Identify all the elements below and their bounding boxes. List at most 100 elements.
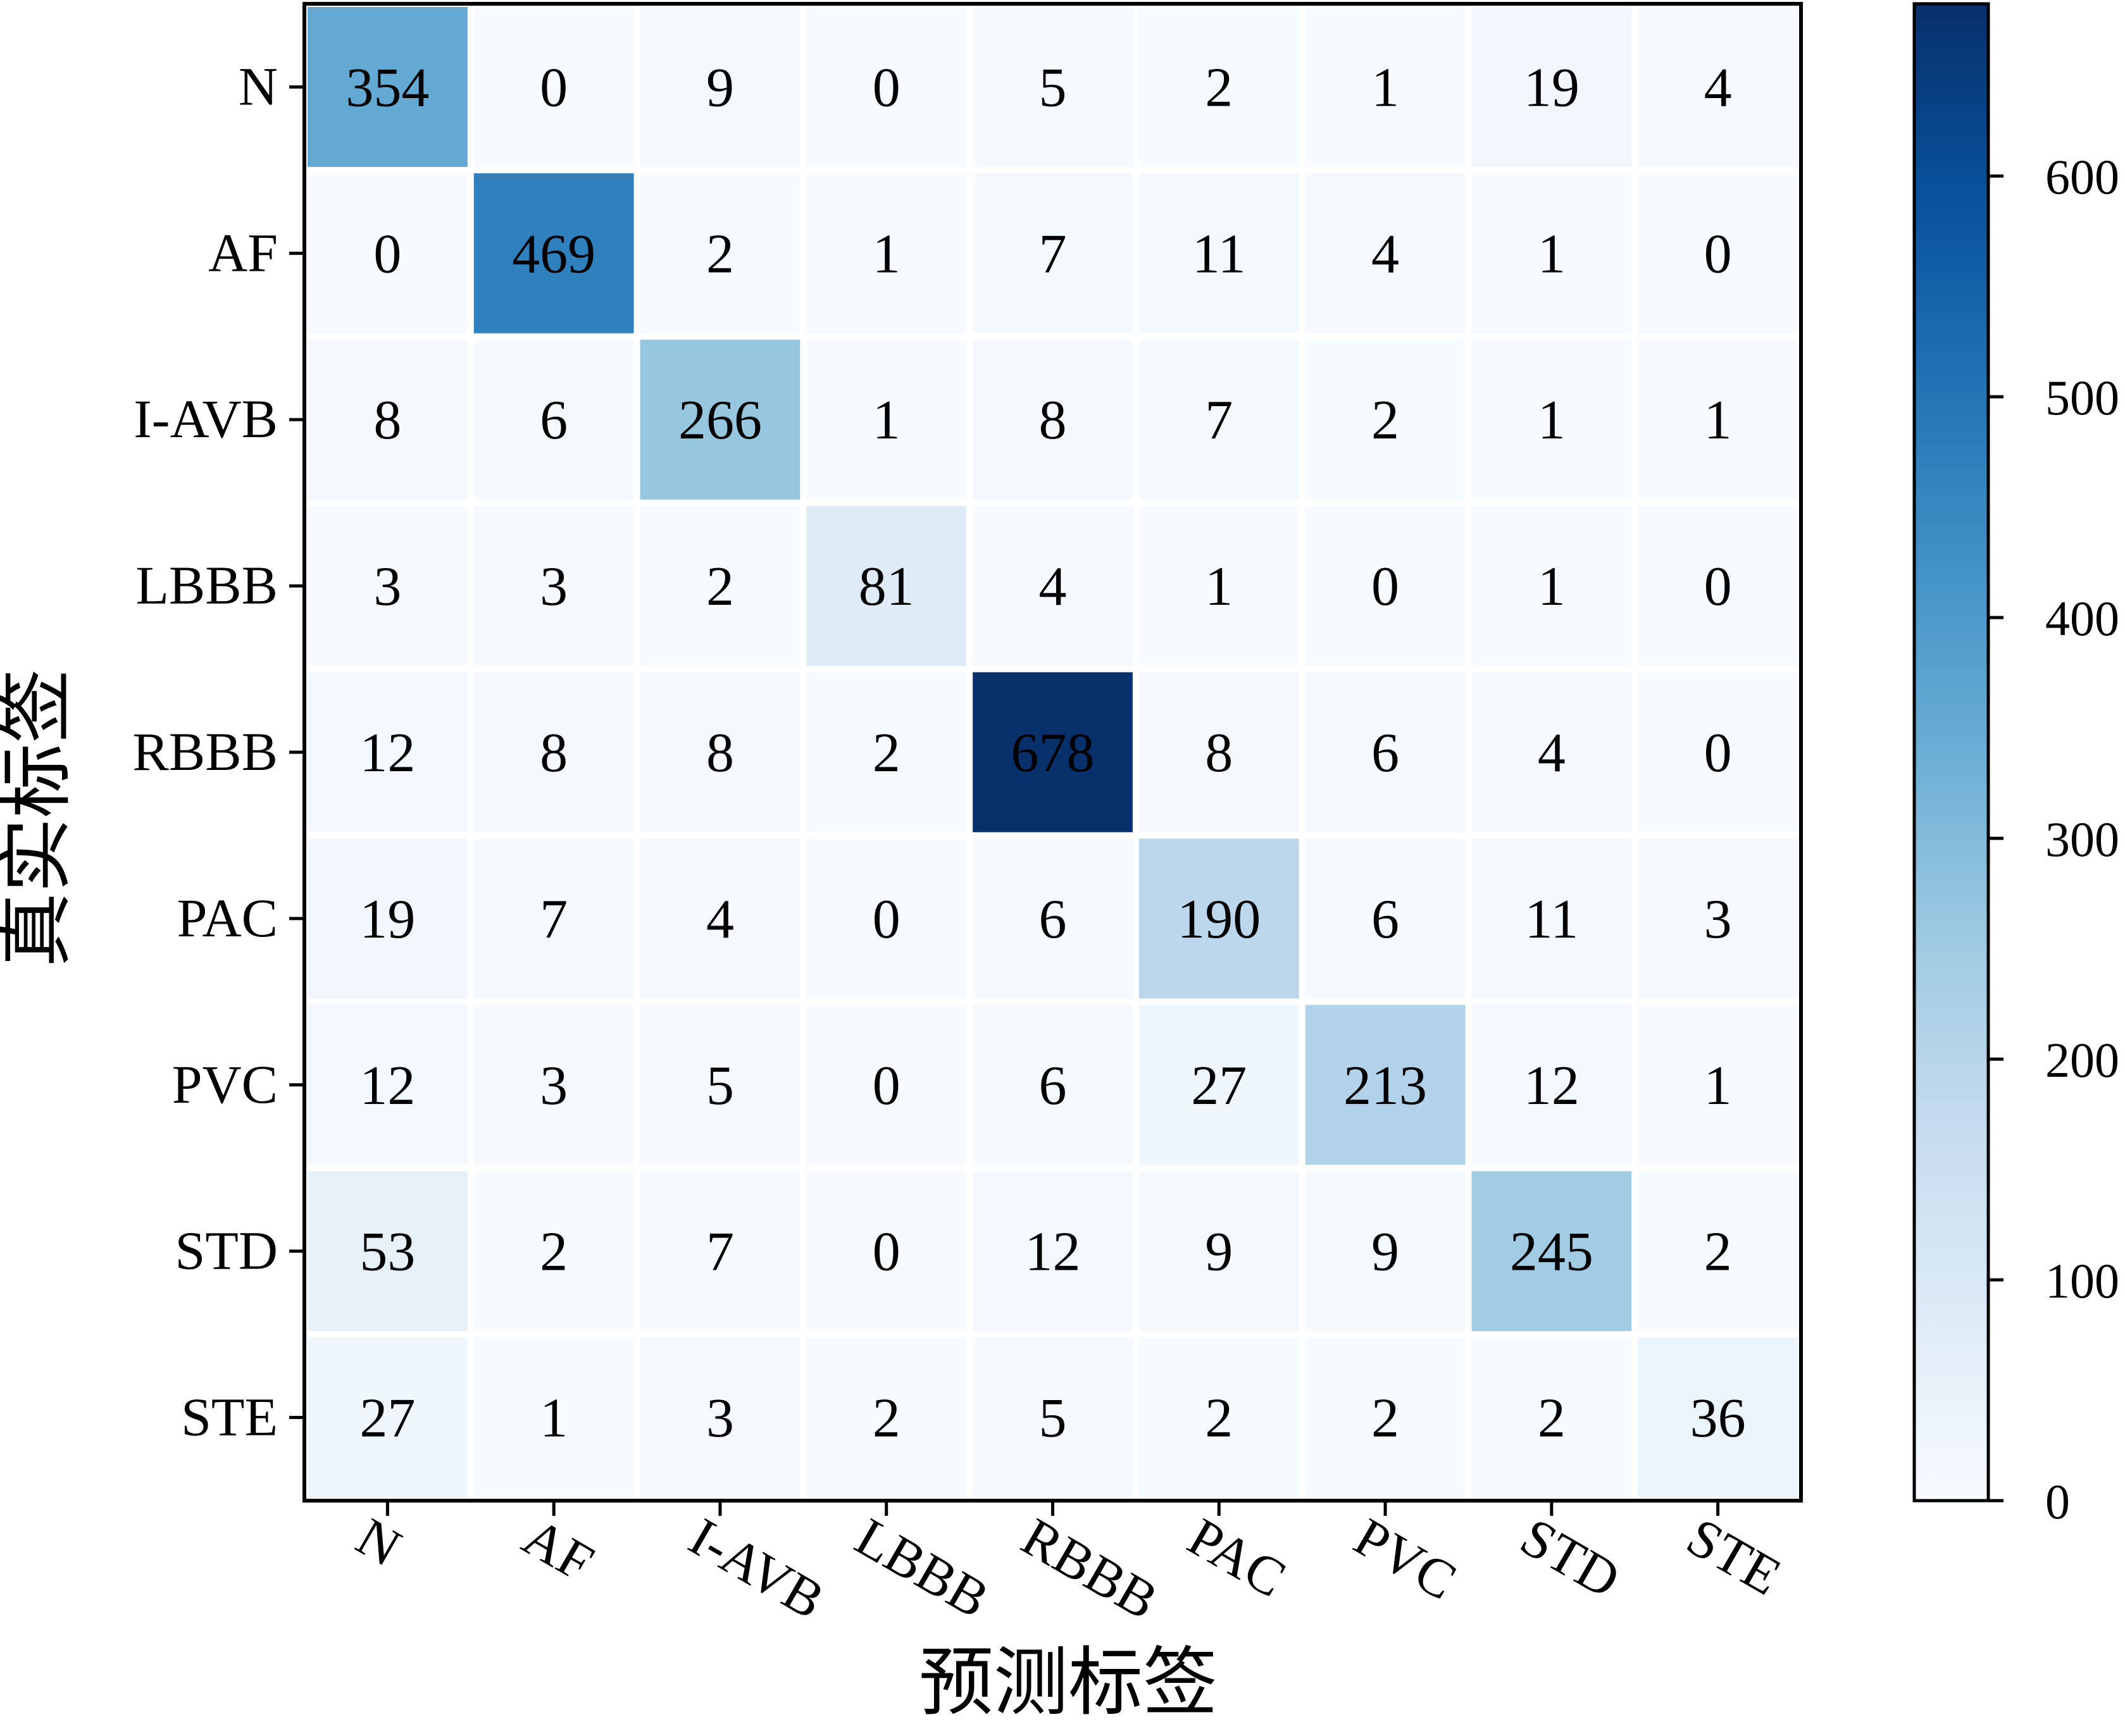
cell-value-label: 5 xyxy=(706,1055,734,1117)
cell-value-label: 8 xyxy=(1205,722,1233,784)
heatmap-cell xyxy=(640,7,801,167)
heatmap-cell xyxy=(1305,1005,1466,1165)
cell-value-label: 81 xyxy=(859,556,914,617)
heatmap-cell xyxy=(640,505,801,666)
heatmap-cell xyxy=(473,7,634,167)
heatmap-cell xyxy=(640,1005,801,1165)
cell-value-label: 9 xyxy=(1371,1222,1399,1283)
heatmap-cell xyxy=(308,672,468,833)
heatmap-cell xyxy=(806,339,967,500)
heatmap-cell xyxy=(806,838,967,999)
cell-value-label: 354 xyxy=(346,57,429,118)
cell-value-label: 9 xyxy=(1205,1222,1233,1283)
cell-value-label: 36 xyxy=(1690,1388,1746,1449)
heatmap-cell xyxy=(1471,1337,1632,1497)
heatmap-cell xyxy=(308,173,468,333)
y-axis-label: 真实标签 xyxy=(0,669,78,967)
heatmap-cell xyxy=(806,1337,967,1497)
heatmap-cell xyxy=(973,7,1133,167)
cell-value-label: 1 xyxy=(1205,556,1233,617)
cell-value-label: 8 xyxy=(373,390,401,451)
y-tick-label: PVC xyxy=(172,1054,278,1115)
cell-value-label: 3 xyxy=(1704,889,1732,950)
cell-value-label: 12 xyxy=(1025,1222,1081,1283)
heatmap-cell xyxy=(640,173,801,333)
cell-value-label: 1 xyxy=(1704,390,1732,451)
heatmap-cell xyxy=(1471,838,1632,999)
x-tick-label: STE xyxy=(1677,1506,1791,1607)
cell-value-label: 5 xyxy=(1039,1388,1067,1449)
heatmap-cell xyxy=(1138,339,1299,500)
heatmap-cell xyxy=(473,505,634,666)
y-tick-label: PAC xyxy=(177,888,278,948)
heatmap-cell xyxy=(473,1171,634,1332)
cell-value-label: 12 xyxy=(359,722,415,784)
cell-value-label: 2 xyxy=(1205,1388,1233,1449)
cell-value-label: 19 xyxy=(359,889,415,950)
heatmap-cell xyxy=(1638,672,1798,833)
heatmap-cell xyxy=(1305,1337,1466,1497)
colorbar-tick-label: 100 xyxy=(2045,1253,2119,1308)
colorbar-tick-label: 500 xyxy=(2045,370,2119,425)
x-tick-label: RBBB xyxy=(1012,1506,1168,1631)
heatmap-cell xyxy=(1471,173,1632,333)
cell-value-label: 190 xyxy=(1177,889,1261,950)
cell-value-label: 0 xyxy=(873,889,900,950)
heatmap-cell xyxy=(1305,838,1466,999)
heatmap-cell xyxy=(1638,1337,1798,1497)
cell-value-label: 7 xyxy=(540,889,568,950)
heatmap-cell xyxy=(308,838,468,999)
cell-value-label: 2 xyxy=(1205,57,1233,118)
heatmap-cell xyxy=(473,1005,634,1165)
heatmap-cell xyxy=(308,7,468,167)
cell-value-label: 245 xyxy=(1510,1222,1593,1283)
heatmap-cell xyxy=(1305,173,1466,333)
cell-value-label: 6 xyxy=(1039,889,1067,950)
heatmap-cell xyxy=(473,339,634,500)
cell-value-label: 19 xyxy=(1524,57,1580,118)
cell-value-label: 469 xyxy=(512,223,595,285)
cell-value-label: 213 xyxy=(1343,1055,1427,1117)
cell-value-label: 4 xyxy=(1371,223,1399,285)
cell-value-label: 9 xyxy=(706,57,734,118)
heatmap-cell xyxy=(640,339,801,500)
heatmap-cell xyxy=(1638,173,1798,333)
cell-value-label: 8 xyxy=(706,722,734,784)
heatmap-cell xyxy=(1305,7,1466,167)
heatmap-cell xyxy=(973,505,1133,666)
heatmap-cell xyxy=(973,1171,1133,1332)
heatmap-cell xyxy=(1638,1171,1798,1332)
y-tick-label: LBBB xyxy=(135,555,278,616)
y-tick-label: AF xyxy=(208,222,278,283)
y-tick-label: I-AVB xyxy=(134,388,278,449)
heatmap-cell xyxy=(1138,1337,1299,1497)
heatmap-cell xyxy=(1305,505,1466,666)
cell-value-label: 1 xyxy=(873,223,900,285)
cell-value-label: 4 xyxy=(1538,722,1566,784)
cell-value-label: 1 xyxy=(873,390,900,451)
cell-value-label: 6 xyxy=(1039,1055,1067,1117)
heatmap-cell xyxy=(1305,672,1466,833)
cell-value-label: 1 xyxy=(1371,57,1399,118)
cell-value-label: 3 xyxy=(706,1388,734,1449)
y-tick-label: STE xyxy=(181,1387,278,1448)
cell-value-label: 2 xyxy=(873,722,900,784)
cell-value-label: 11 xyxy=(1524,889,1578,950)
heatmap-cell xyxy=(473,1337,634,1497)
cell-value-label: 1 xyxy=(1704,1055,1732,1117)
cell-value-label: 6 xyxy=(540,390,568,451)
cell-value-label: 1 xyxy=(1538,390,1566,451)
heatmap-cell xyxy=(1471,7,1632,167)
cell-value-label: 6 xyxy=(1371,722,1399,784)
heatmap-cell xyxy=(1138,173,1299,333)
heatmap-cell xyxy=(640,838,801,999)
cell-value-label: 0 xyxy=(873,1222,900,1283)
cell-value-label: 53 xyxy=(359,1222,415,1283)
heatmap-cell xyxy=(1471,339,1632,500)
cell-value-label: 2 xyxy=(540,1222,568,1283)
heatmap-cell xyxy=(1138,505,1299,666)
heatmap-cell xyxy=(473,173,634,333)
heatmap-cell xyxy=(1638,1005,1798,1165)
heatmap-cell xyxy=(806,1171,967,1332)
heatmap-cell xyxy=(1138,1171,1299,1332)
